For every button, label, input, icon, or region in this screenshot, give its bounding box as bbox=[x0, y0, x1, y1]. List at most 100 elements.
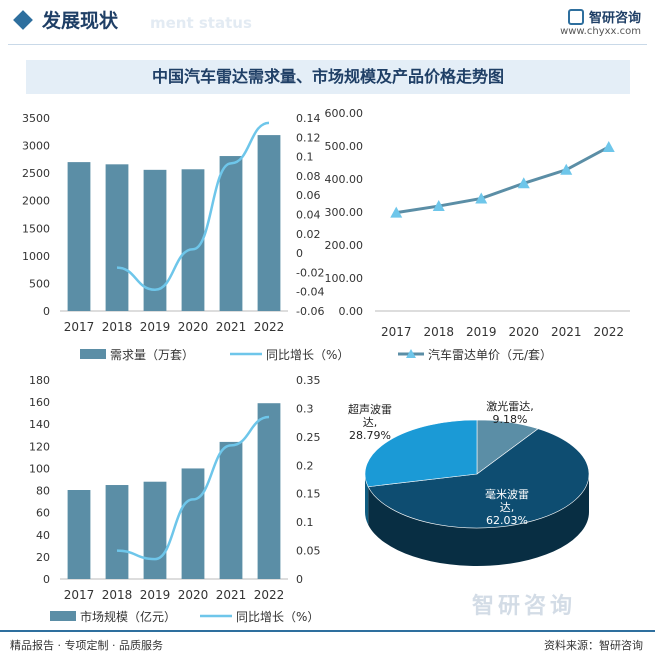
y2-tick-label: 0 bbox=[296, 573, 303, 586]
y2-tick-label: 0.15 bbox=[296, 488, 321, 501]
y2-tick-label: 0.1 bbox=[296, 151, 314, 164]
y-tick-label: 160 bbox=[29, 396, 50, 409]
y-tick-label: 0 bbox=[43, 573, 50, 586]
header-divider bbox=[8, 44, 647, 45]
y-tick-label: 100.00 bbox=[325, 272, 364, 285]
legend-label: 同比增长（%） bbox=[266, 348, 349, 362]
y-tick-label: 500.00 bbox=[325, 140, 364, 153]
bar bbox=[257, 135, 281, 311]
y-tick-label: 100 bbox=[29, 462, 50, 475]
y2-tick-label: -0.06 bbox=[296, 305, 324, 318]
footer: 精品报告 · 专项定制 · 品质服务 资料来源：智研咨询 bbox=[0, 630, 655, 657]
pie-side bbox=[368, 474, 589, 567]
y2-tick-label: 0.2 bbox=[296, 459, 314, 472]
y-tick-label: 2500 bbox=[22, 167, 50, 180]
bar bbox=[143, 169, 167, 311]
chart-main-title: 中国汽车雷达需求量、市场规模及产品价格走势图 bbox=[26, 60, 630, 94]
y-tick-label: 0.00 bbox=[339, 305, 364, 318]
price-marker bbox=[560, 163, 573, 175]
bar bbox=[67, 490, 91, 579]
pie-label: 激光雷达, bbox=[486, 399, 534, 413]
bar bbox=[67, 162, 91, 311]
y2-tick-label: 0.05 bbox=[296, 545, 321, 558]
pie-side bbox=[365, 474, 369, 525]
y2-tick-label: 0.35 bbox=[296, 374, 321, 387]
header: ment status 发展现状 智研咨询 www.chyxx.com bbox=[0, 0, 655, 44]
y-tick-label: 0 bbox=[43, 305, 50, 318]
bar bbox=[257, 403, 281, 579]
legend-label: 汽车雷达单价（元/套） bbox=[428, 347, 552, 362]
y-tick-label: 200.00 bbox=[325, 239, 364, 252]
x-tick-label: 2017 bbox=[381, 325, 412, 339]
pie-slice bbox=[367, 428, 590, 529]
y-tick-label: 300.00 bbox=[325, 206, 364, 219]
growth-line bbox=[116, 121, 270, 292]
watermark-logo: 智研咨询 bbox=[472, 594, 577, 619]
y2-tick-label: 0.12 bbox=[296, 131, 321, 144]
x-tick-label: 2017 bbox=[64, 320, 95, 334]
x-tick-label: 2018 bbox=[102, 588, 133, 602]
y-tick-label: 1000 bbox=[22, 250, 50, 263]
y2-tick-label: -0.02 bbox=[296, 266, 324, 279]
header-ghost-text: ment status bbox=[150, 14, 252, 32]
y-tick-label: 400.00 bbox=[325, 173, 364, 186]
legend-swatch-marker bbox=[406, 349, 416, 358]
bar bbox=[181, 169, 205, 311]
y2-tick-label: 0.08 bbox=[296, 170, 321, 183]
legend-label: 需求量（万套） bbox=[110, 348, 194, 362]
price-line bbox=[396, 145, 610, 215]
bar bbox=[105, 164, 129, 311]
x-tick-label: 2022 bbox=[254, 588, 285, 602]
y2-tick-label: 0 bbox=[296, 247, 303, 260]
x-tick-label: 2018 bbox=[102, 320, 133, 334]
y-tick-label: 40 bbox=[36, 529, 50, 542]
page-title: 发展现状 bbox=[42, 10, 119, 32]
pie-label: 达, bbox=[500, 501, 515, 514]
legend-label: 同比增长（%） bbox=[236, 610, 319, 624]
price-marker bbox=[517, 177, 530, 189]
y-tick-label: 600.00 bbox=[325, 107, 364, 120]
y-tick-label: 2000 bbox=[22, 195, 50, 208]
legend-swatch-bar bbox=[80, 349, 106, 359]
brand-url: www.chyxx.com bbox=[560, 26, 641, 37]
y-tick-label: 140 bbox=[29, 418, 50, 431]
y2-tick-label: 0.3 bbox=[296, 402, 314, 415]
y-tick-label: 1500 bbox=[22, 222, 50, 235]
y-tick-label: 80 bbox=[36, 485, 50, 498]
y-tick-label: 20 bbox=[36, 551, 50, 564]
x-tick-label: 2020 bbox=[508, 325, 539, 339]
x-tick-label: 2022 bbox=[254, 320, 285, 334]
footer-source: 资料来源：智研咨询 bbox=[544, 639, 643, 652]
y-tick-label: 3500 bbox=[22, 112, 50, 125]
pie-label: 超声波雷 bbox=[348, 402, 392, 416]
x-tick-label: 2021 bbox=[551, 325, 582, 339]
growth-line bbox=[116, 415, 270, 561]
x-tick-label: 2017 bbox=[64, 588, 95, 602]
price-marker bbox=[475, 192, 488, 204]
x-tick-label: 2022 bbox=[593, 325, 624, 339]
price-marker bbox=[602, 140, 615, 152]
y2-tick-label: 0.14 bbox=[296, 112, 321, 125]
legend-swatch-bar bbox=[50, 611, 76, 621]
pie-label: 62.03% bbox=[486, 514, 528, 527]
x-tick-label: 2020 bbox=[178, 320, 209, 334]
legend-label: 市场规模（亿元） bbox=[80, 609, 176, 624]
bar bbox=[105, 485, 129, 579]
x-tick-label: 2021 bbox=[216, 320, 247, 334]
y2-tick-label: -0.04 bbox=[296, 286, 324, 299]
bar bbox=[219, 156, 243, 311]
x-tick-label: 2021 bbox=[216, 588, 247, 602]
bar bbox=[143, 481, 167, 579]
y2-tick-label: 0.1 bbox=[296, 516, 314, 529]
pie-label: 28.79% bbox=[349, 429, 391, 442]
x-tick-label: 2019 bbox=[140, 588, 171, 602]
y2-tick-label: 0.02 bbox=[296, 228, 321, 241]
y-tick-label: 180 bbox=[29, 374, 50, 387]
y2-tick-label: 0.04 bbox=[296, 209, 321, 222]
pie-label: 毫米波雷 bbox=[485, 487, 529, 501]
y2-tick-label: 0.25 bbox=[296, 431, 321, 444]
x-tick-label: 2019 bbox=[466, 325, 497, 339]
brand-name: 智研咨询 bbox=[588, 11, 641, 26]
y-tick-label: 500 bbox=[29, 277, 50, 290]
pie-label: 9.18% bbox=[493, 413, 528, 426]
